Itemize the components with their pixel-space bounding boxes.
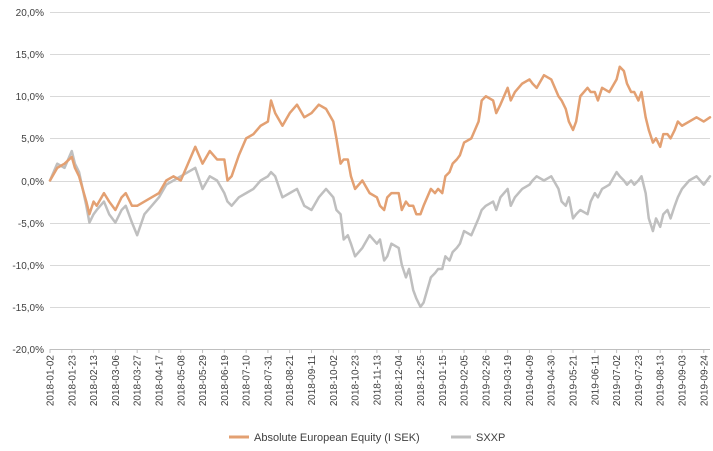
y-tick-label: -5,0% [18,219,44,230]
x-tick-label: 2018-11-13 [372,355,383,406]
y-axis-tick-labels: -20,0% -15,0% -10,0% -5,0% 0,0% 5,0% 10,0% 15,0… [12,8,44,356]
x-tick-label: 2019-04-09 [525,355,536,407]
gridlines [50,12,710,350]
legend: Absolute European Equity (I SEK) SXXP [229,432,505,444]
x-tick-label: 2018-09-11 [307,355,318,406]
x-tick-label: 2019-08-13 [656,355,667,407]
x-tick-label: 2019-06-11 [590,355,601,406]
x-tick-label: 2019-09-03 [677,355,688,407]
x-tick-label: 2019-09-24 [699,355,710,407]
y-tick-label: 15,0% [16,50,44,61]
x-tick-label: 2019-05-21 [569,355,580,407]
y-tick-label: -20,0% [12,345,44,356]
series-line-absolute-european-equity-i-sek [48,65,712,216]
x-tick-label: 2018-10-02 [329,355,340,407]
series-lines [48,65,712,309]
x-tick-label: 2018-03-27 [133,355,144,407]
legend-label-sxxp: SXXP [476,432,505,444]
x-tick-label: 2018-10-23 [351,355,362,407]
x-tick-label: 2018-06-19 [220,355,231,407]
x-tick-label: 2018-12-25 [416,355,427,407]
x-tick-label: 2018-03-06 [111,355,122,407]
series-line-sxxp [48,149,712,309]
x-tick-label: 2018-07-31 [263,355,274,407]
x-tick-label: 2019-04-30 [547,355,558,407]
x-tick-label: 2019-02-05 [460,355,471,407]
x-tick-label: 2019-03-19 [503,355,514,407]
y-tick-label: 0,0% [21,177,44,188]
y-tick-label: 20,0% [16,8,44,19]
x-tick-label: 2018-12-04 [394,355,405,407]
y-tick-label: 10,0% [16,92,44,103]
y-tick-label: 5,0% [21,134,44,145]
x-tick-label: 2019-07-02 [612,355,623,407]
x-axis-tick-labels: 2018-01-02 2018-01-23 2018-02-13 2018-03-06… [46,349,710,407]
x-tick-label: 2019-01-15 [438,355,449,407]
legend-label-absolute-european-equity: Absolute European Equity (I SEK) [254,432,420,444]
x-tick-label: 2018-04-17 [154,355,165,407]
y-tick-label: -10,0% [12,261,44,272]
x-tick-label: 2019-07-23 [634,355,645,407]
x-tick-label: 2018-05-08 [176,355,187,407]
x-tick-label: 2018-01-02 [46,355,57,407]
x-tick-label: 2018-07-10 [242,355,253,407]
x-tick-label: 2018-02-13 [89,355,100,407]
x-tick-label: 2018-08-21 [285,355,296,407]
x-tick-label: 2018-05-29 [198,355,209,407]
x-tick-label: 2019-02-26 [481,355,492,407]
y-tick-label: -15,0% [12,303,44,314]
x-tick-label: 2018-01-23 [67,355,78,407]
